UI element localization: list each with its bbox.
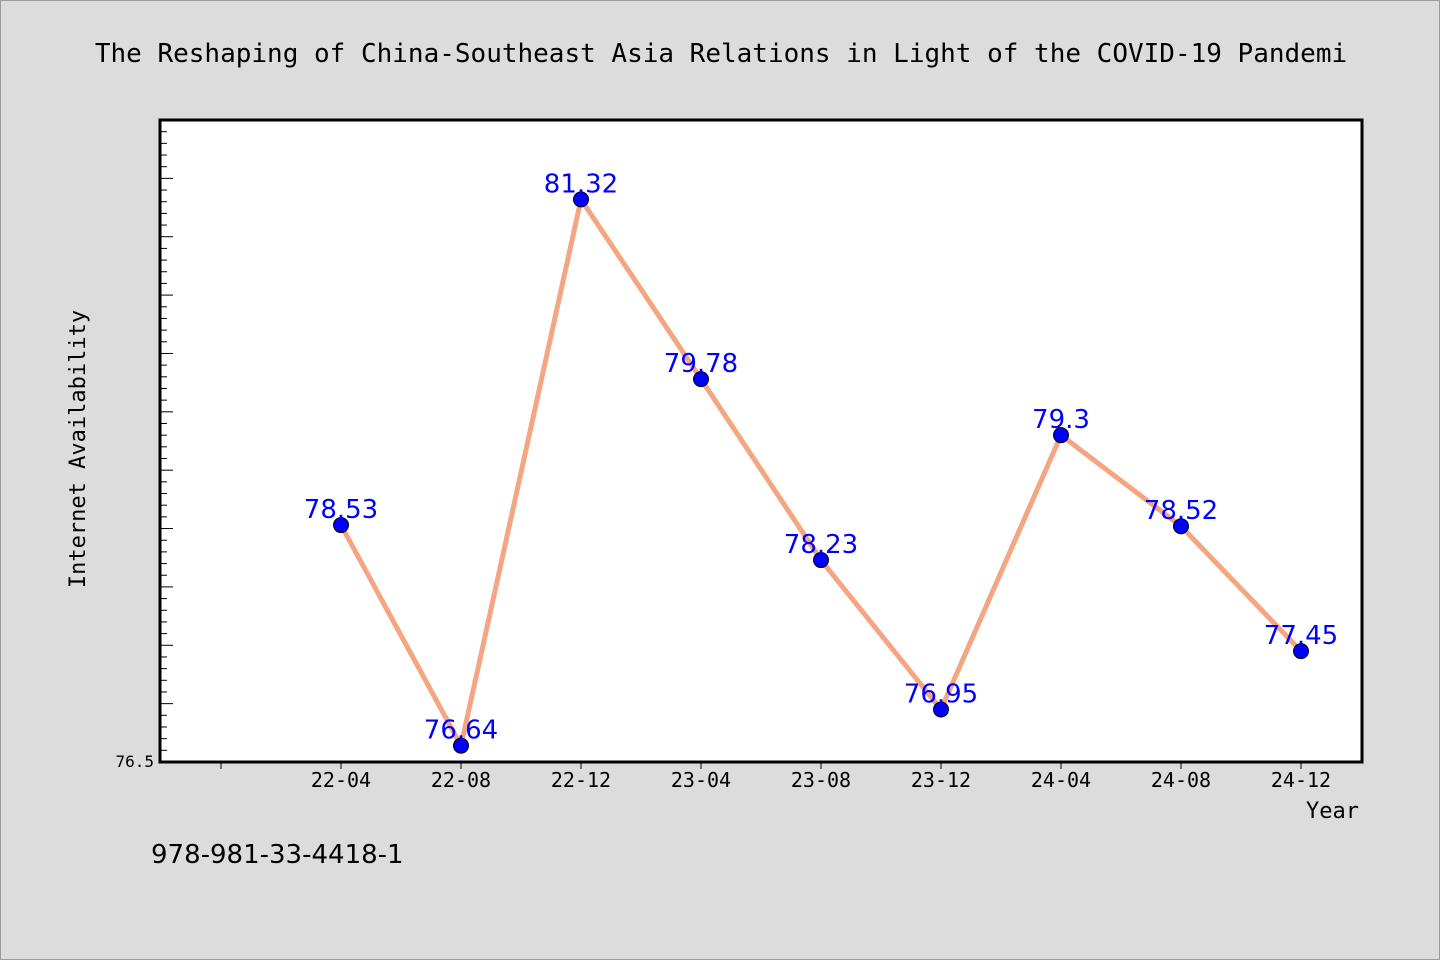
data-point	[1173, 518, 1189, 535]
data-label: 78.23	[784, 530, 858, 560]
data-label: 78.52	[1144, 496, 1218, 526]
y-axis-label: Internet Availability	[66, 310, 91, 588]
x-tick-label: 24-12	[1271, 768, 1331, 792]
data-label: 79.3	[1032, 405, 1090, 435]
data-point	[1293, 643, 1309, 660]
data-label: 76.95	[904, 679, 978, 709]
plot-area	[158, 118, 1364, 764]
data-point	[1053, 427, 1069, 444]
x-axis-label: Year	[1306, 799, 1359, 824]
data-point	[573, 191, 589, 208]
data-labels: 78.53 76.64 81.32 79.78 78.23 76.95 79.3 78.52 7…	[304, 169, 1338, 745]
x-tick-label: 22-08	[431, 768, 491, 792]
data-point	[333, 517, 349, 534]
data-point	[693, 371, 709, 388]
chart-title: The Reshaping of China-Southeast Asia Re…	[95, 39, 1347, 69]
x-tick-labels: 22-04 22-08 22-12 23-04 23-08 23-12 24-04 24-08…	[311, 768, 1331, 792]
x-tick-label: 23-12	[911, 768, 971, 792]
x-axis-ticks	[220, 762, 1302, 769]
x-tick-label: 24-08	[1151, 768, 1211, 792]
data-markers	[333, 191, 1309, 754]
data-label: 81.32	[544, 169, 618, 199]
data-point	[813, 552, 829, 569]
data-label: 76.64	[424, 716, 498, 746]
x-tick-label: 23-04	[671, 768, 731, 792]
data-label: 77.45	[1264, 621, 1338, 651]
isbn-text: 978-981-33-4418-1	[151, 840, 404, 870]
x-tick-label: 22-12	[551, 768, 611, 792]
data-point	[933, 701, 949, 718]
y-tick-label: 76.5	[115, 752, 154, 771]
x-tick-label: 22-04	[311, 768, 371, 792]
data-label: 78.53	[304, 495, 378, 525]
y-axis-ticks	[161, 131, 173, 751]
x-tick-label: 23-08	[791, 768, 851, 792]
data-label: 79.78	[664, 349, 738, 379]
data-point	[453, 737, 469, 754]
x-tick-label: 24-04	[1031, 768, 1091, 792]
